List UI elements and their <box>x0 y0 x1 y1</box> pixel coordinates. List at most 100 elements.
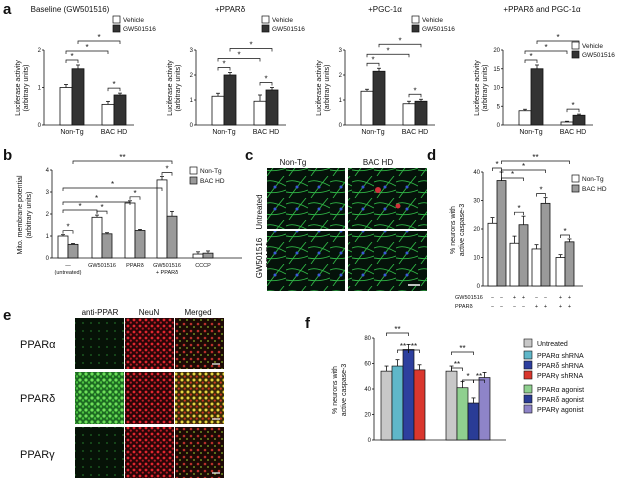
treatment-sign: − <box>544 295 547 301</box>
category-label: GW501516 <box>153 263 181 269</box>
y-axis-label: (arbitrary units) <box>175 64 182 111</box>
legend-label-gw501516: GW501516 <box>422 26 455 33</box>
legend-swatch-vehicle <box>261 15 270 24</box>
micrograph-pparg-antippar <box>75 427 124 478</box>
category-label: Non-Tg <box>361 129 384 136</box>
micro-row-pparg: PPARγ <box>20 449 55 461</box>
category-label: CCCP <box>195 263 211 269</box>
micro-col-nontg: Non-Tg <box>280 158 307 167</box>
panel-a2-tick-label: 3 <box>339 48 343 54</box>
bar-gw501516 <box>572 114 586 126</box>
panel-b-tick-label: 1 <box>46 234 50 240</box>
legend-label: PPARα shRNA <box>537 353 584 360</box>
bar-vehicle <box>101 103 115 126</box>
panel-d-tick-label: 10 <box>473 256 480 262</box>
panel-label-c: c <box>245 147 253 164</box>
micrograph-ppara-antippar <box>75 318 124 369</box>
y-axis-label: Luciferase activity <box>474 60 481 116</box>
sig-bracket <box>378 43 422 48</box>
panel-f-tick-label: 0 <box>368 438 372 444</box>
treatment-sign: + <box>568 304 571 310</box>
sig-bracket-star: * <box>556 33 559 42</box>
micro-row-untreated: Untreated <box>255 194 264 229</box>
bar-bachd <box>496 180 507 287</box>
apoptotic-cell-marker <box>395 203 401 209</box>
bar-gw501516 <box>372 70 386 126</box>
y-axis-label: active caspase-3 <box>459 204 466 257</box>
sig-bracket <box>217 58 261 62</box>
panel-a3-tick-label: 10 <box>493 86 500 92</box>
legend-swatch <box>523 360 533 370</box>
bar-nontg <box>156 179 168 259</box>
category-sublabel: (untreated) <box>55 270 82 276</box>
treatment-row-label: GW501516 <box>455 295 483 301</box>
sig-bracket <box>77 40 121 44</box>
treatment-sign: + <box>522 295 525 301</box>
sig-bracket <box>451 351 474 355</box>
treatment-sign: + <box>559 304 562 310</box>
bar-nontg <box>57 235 69 259</box>
micrograph-ppara-neun <box>125 318 174 369</box>
micro-row-ppard: PPARδ <box>20 393 55 405</box>
sig-bracket-star: * <box>222 60 225 69</box>
y-axis-label: Mito. membrane potential <box>17 175 24 254</box>
sig-bracket <box>408 349 420 353</box>
panel-label-d: d <box>427 147 436 164</box>
sig-bracket <box>524 59 538 63</box>
legend-swatch <box>523 370 533 380</box>
bar-nontg <box>192 253 204 259</box>
sig-bracket-star: * <box>66 223 69 232</box>
y-axis-label: Luciferase activity <box>316 60 323 116</box>
panel-d-chart: % neurons with active caspase-3 0 10 20 30 40 *… <box>450 153 607 310</box>
sig-bracket <box>62 209 98 213</box>
sig-bracket-star: ** <box>411 342 417 351</box>
legend-swatch <box>523 384 533 394</box>
panel-b-tick-label: 3 <box>46 190 50 196</box>
micro-col-merged: Merged <box>184 308 211 317</box>
panel-a1-tick-label: 0 <box>190 123 194 129</box>
bar-nontg <box>91 216 103 259</box>
bar-gw501516 <box>223 74 237 126</box>
treatment-sign: − <box>500 295 503 301</box>
micrograph-bachd-untreated <box>348 168 427 229</box>
legend-swatch-vehicle <box>571 41 580 50</box>
sig-bracket-star: ** <box>454 360 460 369</box>
bar-gw501516 <box>414 100 428 126</box>
bar-nontg <box>487 222 498 287</box>
legend-swatch <box>523 350 533 360</box>
panel-a-charts: Baseline (GW501516)Luciferase activity (a… <box>15 5 615 136</box>
sig-bracket <box>566 108 580 113</box>
sig-bracket-star: * <box>413 86 416 95</box>
legend-label-vehicle: Vehicle <box>422 17 443 24</box>
legend-label: PPARγ agonist <box>537 407 584 414</box>
treatment-sign: + <box>559 295 562 301</box>
sig-bracket <box>501 169 546 173</box>
legend-swatch-gw501516 <box>261 24 270 33</box>
panel-label-f: f <box>305 315 311 332</box>
bar-nontg <box>124 202 136 259</box>
category-label: Non-Tg <box>60 129 83 136</box>
bar-vehicle <box>253 100 267 126</box>
treatment-sign: − <box>500 304 503 310</box>
legend-label-vehicle: Vehicle <box>272 17 293 24</box>
panel-d-tick-label: 40 <box>473 170 480 176</box>
bar-gw501516 <box>71 68 85 126</box>
sig-bracket <box>366 62 380 67</box>
y-axis-label: (arbitrary units) <box>26 191 33 238</box>
sig-bracket <box>524 50 568 54</box>
bar-bachd <box>166 215 178 259</box>
panel-f-tick-label: 60 <box>364 362 371 368</box>
y-axis-label: Luciferase activity <box>167 60 174 116</box>
legend-swatch-gw501516 <box>571 50 580 59</box>
sig-bracket <box>229 48 273 52</box>
sig-bracket-star: * <box>386 46 389 55</box>
sig-bracket-star: * <box>264 75 267 84</box>
micro-col-antippar: anti-PPAR <box>82 308 119 317</box>
panel-d-tick-label: 0 <box>477 284 481 290</box>
sig-bracket-star: * <box>165 165 168 174</box>
sig-bracket-star: * <box>398 36 401 45</box>
legend-swatch-bachd <box>189 176 198 185</box>
bar-bachd <box>134 230 146 259</box>
category-sublabel: + PPARδ <box>156 270 178 276</box>
